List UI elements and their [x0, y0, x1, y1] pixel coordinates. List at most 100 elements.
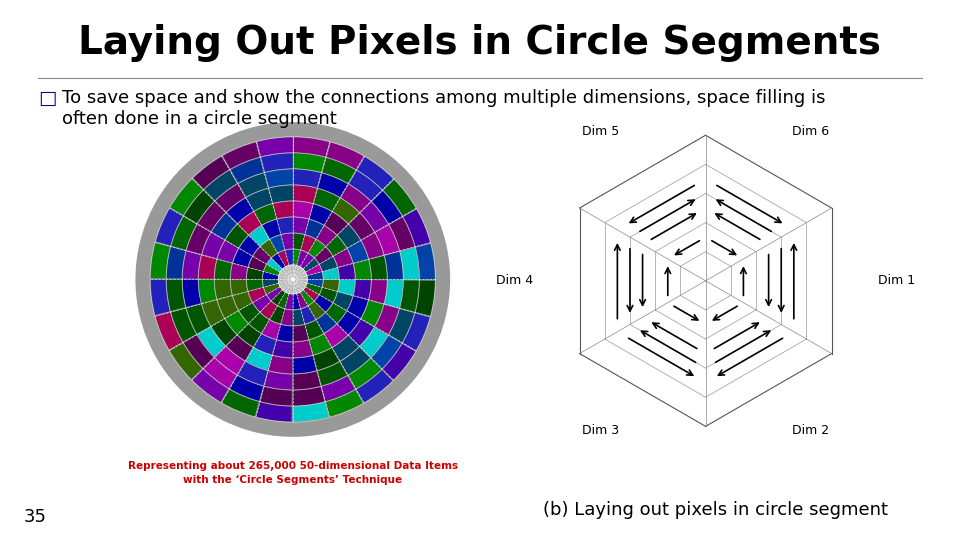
Wedge shape: [374, 305, 398, 334]
Wedge shape: [230, 158, 264, 183]
Wedge shape: [294, 185, 317, 204]
Wedge shape: [253, 295, 271, 312]
Wedge shape: [348, 296, 368, 319]
Wedge shape: [361, 233, 384, 259]
Wedge shape: [332, 335, 359, 361]
Wedge shape: [356, 370, 393, 402]
Wedge shape: [293, 294, 300, 309]
Wedge shape: [227, 335, 252, 360]
Wedge shape: [151, 280, 170, 315]
Wedge shape: [338, 264, 355, 280]
Wedge shape: [416, 244, 435, 280]
Wedge shape: [307, 280, 323, 287]
Wedge shape: [218, 296, 238, 318]
Wedge shape: [357, 157, 394, 190]
Wedge shape: [239, 173, 268, 197]
Wedge shape: [361, 300, 383, 327]
Wedge shape: [171, 308, 197, 341]
Wedge shape: [186, 304, 210, 334]
Wedge shape: [211, 319, 237, 345]
Wedge shape: [301, 235, 316, 253]
Wedge shape: [293, 340, 312, 357]
Wedge shape: [375, 225, 399, 255]
Wedge shape: [254, 204, 276, 225]
Wedge shape: [297, 251, 308, 267]
Wedge shape: [338, 280, 355, 295]
Wedge shape: [382, 344, 416, 380]
Wedge shape: [309, 204, 332, 225]
Wedge shape: [285, 249, 293, 265]
Wedge shape: [239, 303, 259, 323]
Wedge shape: [233, 292, 252, 310]
Wedge shape: [353, 260, 371, 280]
Wedge shape: [277, 292, 289, 308]
Wedge shape: [246, 348, 272, 370]
Wedge shape: [308, 301, 325, 319]
Wedge shape: [276, 325, 293, 341]
Wedge shape: [326, 143, 364, 170]
Wedge shape: [182, 280, 201, 307]
Wedge shape: [389, 218, 415, 251]
Wedge shape: [170, 343, 203, 379]
Wedge shape: [198, 201, 226, 231]
Wedge shape: [333, 199, 359, 224]
Text: Dim 6: Dim 6: [792, 125, 829, 138]
Wedge shape: [341, 185, 371, 212]
Wedge shape: [293, 387, 324, 406]
Wedge shape: [182, 251, 202, 279]
Wedge shape: [269, 355, 292, 374]
Wedge shape: [333, 249, 352, 267]
Wedge shape: [262, 220, 280, 239]
Wedge shape: [156, 208, 183, 246]
Wedge shape: [270, 235, 285, 253]
Text: 35: 35: [24, 509, 47, 526]
Wedge shape: [253, 247, 271, 264]
Wedge shape: [227, 198, 253, 224]
Wedge shape: [314, 189, 340, 211]
Text: Laying Out Pixels in Circle Segments: Laying Out Pixels in Circle Segments: [79, 24, 881, 62]
Circle shape: [135, 122, 450, 437]
Wedge shape: [403, 210, 430, 247]
Wedge shape: [349, 171, 382, 201]
Wedge shape: [333, 292, 352, 310]
Wedge shape: [372, 336, 401, 369]
Wedge shape: [315, 295, 332, 312]
Wedge shape: [215, 347, 245, 374]
Wedge shape: [257, 137, 293, 157]
Wedge shape: [297, 292, 307, 308]
Wedge shape: [320, 257, 337, 272]
Wedge shape: [293, 356, 317, 374]
Wedge shape: [383, 180, 416, 216]
Wedge shape: [218, 240, 238, 262]
Wedge shape: [249, 256, 266, 271]
Wedge shape: [324, 324, 348, 347]
Wedge shape: [170, 179, 204, 215]
Wedge shape: [269, 185, 293, 203]
Wedge shape: [348, 214, 374, 240]
Wedge shape: [399, 280, 419, 312]
Text: (b) Laying out pixels in circle segment: (b) Laying out pixels in circle segment: [542, 501, 888, 519]
Wedge shape: [249, 313, 269, 333]
Wedge shape: [222, 389, 259, 416]
Wedge shape: [338, 225, 360, 248]
Wedge shape: [372, 191, 402, 224]
Wedge shape: [318, 362, 347, 386]
Wedge shape: [293, 325, 308, 341]
Wedge shape: [215, 280, 232, 299]
Wedge shape: [247, 268, 263, 279]
Wedge shape: [293, 249, 300, 265]
Wedge shape: [293, 218, 309, 234]
Wedge shape: [260, 240, 277, 258]
Wedge shape: [183, 335, 214, 368]
Wedge shape: [151, 242, 170, 278]
Circle shape: [278, 265, 307, 294]
Wedge shape: [323, 268, 339, 280]
Wedge shape: [265, 170, 293, 188]
Wedge shape: [226, 224, 249, 248]
Wedge shape: [249, 287, 266, 302]
Wedge shape: [322, 376, 355, 401]
Wedge shape: [340, 347, 370, 375]
Wedge shape: [348, 241, 368, 263]
Wedge shape: [202, 300, 225, 326]
Text: □: □: [38, 89, 57, 108]
